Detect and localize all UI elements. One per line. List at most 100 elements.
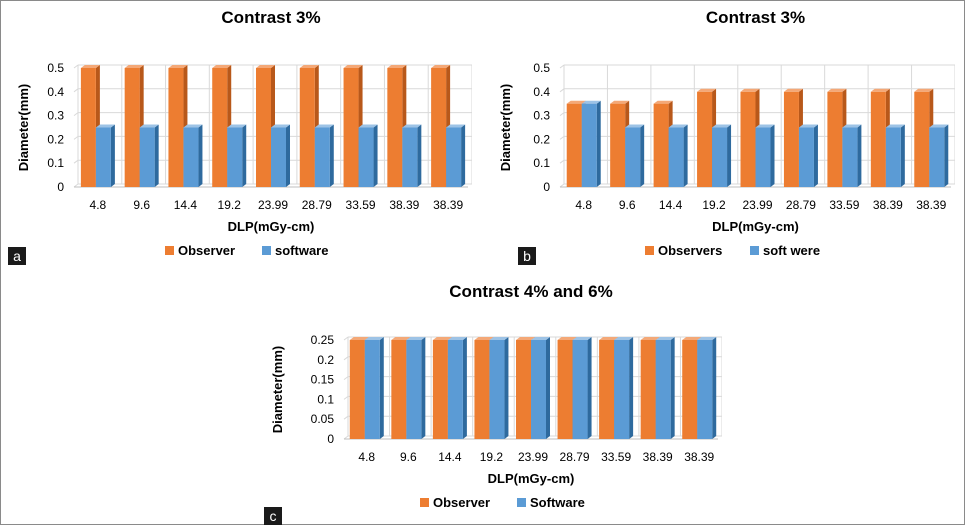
software-bar: [655, 340, 671, 439]
observer-bar-top: [349, 337, 369, 340]
software-bar: [572, 340, 588, 439]
software-bar: [798, 127, 814, 187]
legend-swatch-software: [262, 246, 271, 255]
observer-bar: [299, 68, 315, 187]
observer-bar-top: [653, 100, 673, 104]
software-bar-top: [755, 124, 775, 128]
x-axis-label: DLP(mGy-cm): [712, 219, 799, 234]
software-bar: [139, 127, 155, 187]
observer-bar: [682, 340, 698, 439]
software-bar: [885, 127, 901, 187]
x-tick-label: 28.79: [302, 198, 332, 212]
software-bar-side: [329, 124, 334, 187]
legend-label-software: Software: [530, 495, 585, 510]
software-bar-top: [842, 124, 862, 128]
y-tick-label: 0.05: [311, 412, 335, 426]
software-bar-top: [406, 337, 426, 340]
panel-label-c: c: [264, 507, 282, 525]
observer-bar-top: [212, 65, 232, 68]
software-bar-top: [314, 124, 334, 128]
software-bar-side: [379, 337, 384, 439]
observer-bar: [914, 91, 930, 187]
software-bar: [581, 103, 597, 187]
observer-bar-top: [391, 337, 411, 340]
software-bar-top: [614, 337, 634, 340]
chart-a: Contrast 3% 0 0.1 0.2 0.3 0.4 0.5 4.8 9.6 14.4 19.…: [16, 8, 472, 258]
observer-bar-top: [870, 88, 890, 92]
chart-title: Contrast 3%: [706, 8, 805, 27]
software-bar-top: [358, 124, 378, 128]
x-axis-label: DLP(mGy-cm): [488, 471, 575, 486]
software-bar-top: [885, 124, 905, 128]
x-axis-label: DLP(mGy-cm): [228, 219, 315, 234]
software-bar: [446, 127, 462, 187]
software-bar: [842, 127, 858, 187]
software-bar-side: [242, 124, 247, 187]
software-bar-top: [139, 124, 159, 128]
x-tick-label: 19.2: [218, 198, 242, 212]
software-bar: [755, 127, 771, 187]
chart-title: Contrast 4% and 6%: [449, 282, 612, 301]
observer-bar-top: [610, 100, 630, 104]
y-tick-label: 0.3: [47, 109, 64, 123]
observer-bar-top: [299, 65, 319, 68]
observer-bar: [827, 91, 843, 187]
software-bar-side: [587, 337, 592, 439]
observer-bar: [168, 68, 184, 187]
x-tick-label: 33.59: [346, 198, 376, 212]
gridline-side: [73, 64, 79, 69]
y-tick-label: 0.4: [47, 85, 64, 99]
software-bar: [271, 127, 286, 187]
legend-label-software: soft were: [763, 243, 820, 258]
observer-bar: [349, 340, 365, 439]
software-bar: [358, 127, 374, 187]
x-tick-label: 38.39: [643, 450, 673, 464]
software-bar-side: [900, 124, 905, 187]
software-bar-side: [504, 337, 509, 439]
software-bar-top: [712, 124, 732, 128]
gridline-side: [343, 336, 349, 341]
y-tick-label: 0: [57, 180, 64, 194]
y-tick-label: 0: [543, 180, 550, 194]
x-tick-label: 33.59: [829, 198, 859, 212]
observer-bar: [783, 91, 799, 187]
software-bar-side: [546, 337, 550, 439]
y-tick-label: 0.4: [533, 85, 550, 99]
observer-bar-top: [124, 65, 144, 68]
gridline-side: [73, 88, 79, 93]
software-bar-side: [857, 124, 862, 187]
software-bar-side: [461, 124, 466, 187]
software-bar-top: [402, 124, 422, 128]
x-tick-label: 19.2: [480, 450, 504, 464]
y-tick-label: 0.5: [533, 61, 550, 75]
x-tick-label: 38.39: [433, 198, 463, 212]
y-tick-label: 0.3: [533, 109, 550, 123]
software-bar-side: [417, 124, 422, 187]
x-tick-label: 38.39: [873, 198, 903, 212]
software-bar: [447, 340, 463, 439]
x-tick-label: 23.99: [258, 198, 288, 212]
observer-bar-top: [914, 88, 934, 92]
observer-bar-top: [80, 65, 100, 68]
observer-bar: [697, 91, 713, 187]
software-bar: [712, 127, 728, 187]
gridline-side: [559, 88, 565, 93]
software-bar: [227, 127, 243, 187]
legend-swatch-observer: [420, 498, 429, 507]
software-bar-top: [798, 124, 818, 128]
legend-label-observer: Observer: [178, 243, 235, 258]
y-tick-label: 0: [327, 432, 334, 446]
x-tick-label: 33.59: [601, 450, 631, 464]
x-tick-label: 14.4: [438, 450, 462, 464]
observer-bar: [124, 68, 140, 187]
software-bar: [314, 127, 330, 187]
observer-bar: [599, 340, 615, 439]
x-tick-label: 14.4: [659, 198, 683, 212]
observer-bar: [431, 68, 447, 187]
chart-b: Contrast 3% 0 0.1 0.2 0.3 0.4 0.5 4.8 9.6 14.4 19.…: [498, 8, 955, 258]
gridline-side: [343, 356, 349, 361]
observer-bar: [640, 340, 656, 439]
software-bar: [183, 127, 199, 187]
observer-bar-top: [827, 88, 847, 92]
software-bar-side: [286, 124, 290, 187]
